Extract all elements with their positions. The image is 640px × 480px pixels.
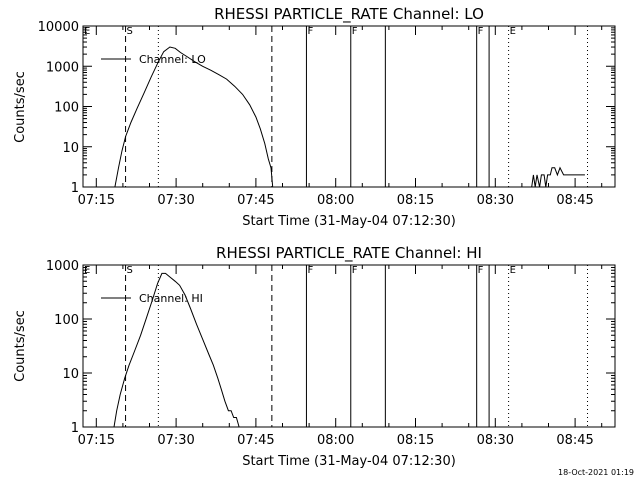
y-tick-label: 1 (71, 421, 79, 436)
x-axis-ticks: 07:15 07:30 07:45 08:00 08:15 08:30 08:45 (78, 265, 603, 448)
x-tick-label: 07:45 (237, 193, 274, 208)
x-tick-label: 08:45 (556, 433, 593, 448)
marker-label: F (478, 265, 484, 276)
y-tick-label: 10 (62, 367, 79, 382)
y-axis-ticks: 1000 100 10 1 (46, 259, 615, 436)
plot-frame (82, 25, 616, 188)
footer-timestamp: 18-Oct-2021 01:19 (558, 468, 634, 477)
x-tick-label: 07:45 (237, 433, 274, 448)
series-line (113, 272, 240, 428)
marker-label: S (127, 26, 133, 37)
x-tick-label: 08:15 (397, 433, 434, 448)
marker-label: F (307, 265, 313, 276)
legend-label: Channel: HI (139, 292, 203, 305)
legend-label: Channel: LO (139, 53, 206, 66)
x-axis-label: Start Time (31-May-04 07:12:30) (242, 214, 456, 229)
y-tick-label: 1000 (46, 60, 79, 75)
series-line (531, 166, 585, 188)
marker-label: E (84, 265, 90, 276)
x-tick-label: 08:00 (317, 193, 354, 208)
y-axis-ticks: 10000 1000 100 10 1 (38, 20, 615, 196)
marker-label: S (127, 265, 133, 276)
series-line (114, 46, 274, 188)
x-axis-ticks: 07:15 07:30 07:45 08:00 08:15 08:30 08:45 (78, 26, 603, 208)
marker-label: E (510, 265, 516, 276)
y-axis-label: Counts/sec (13, 310, 28, 382)
x-tick-label: 07:30 (157, 193, 194, 208)
x-tick-label: 07:15 (78, 193, 115, 208)
marker-label: F (352, 26, 358, 37)
series-lines (114, 46, 585, 188)
y-axis-label: Counts/sec (13, 71, 28, 143)
y-tick-label: 100 (54, 101, 79, 116)
chart-title: RHESSI PARTICLE_RATE Channel: LO (214, 5, 484, 24)
x-tick-label: 07:30 (157, 433, 194, 448)
chart-title: RHESSI PARTICLE_RATE Channel: HI (216, 244, 482, 263)
y-tick-label: 10 (62, 141, 79, 156)
y-tick-label: 100 (54, 313, 79, 328)
y-tick-label: 1 (71, 181, 79, 196)
series-lines (113, 272, 240, 428)
x-tick-label: 08:15 (397, 193, 434, 208)
x-tick-label: 07:15 (78, 433, 115, 448)
y-tick-label: 10000 (38, 20, 79, 35)
marker-label: F (307, 26, 313, 37)
x-tick-label: 08:30 (477, 193, 514, 208)
x-tick-label: 08:00 (317, 433, 354, 448)
plot-frame (82, 264, 616, 428)
x-tick-label: 08:30 (477, 433, 514, 448)
y-tick-label: 1000 (46, 259, 79, 274)
x-tick-label: 08:45 (556, 193, 593, 208)
x-axis-label: Start Time (31-May-04 07:12:30) (242, 454, 456, 469)
marker-label: F (478, 26, 484, 37)
marker-label: E (84, 26, 90, 37)
marker-label: E (510, 26, 516, 37)
marker-label: F (352, 265, 358, 276)
